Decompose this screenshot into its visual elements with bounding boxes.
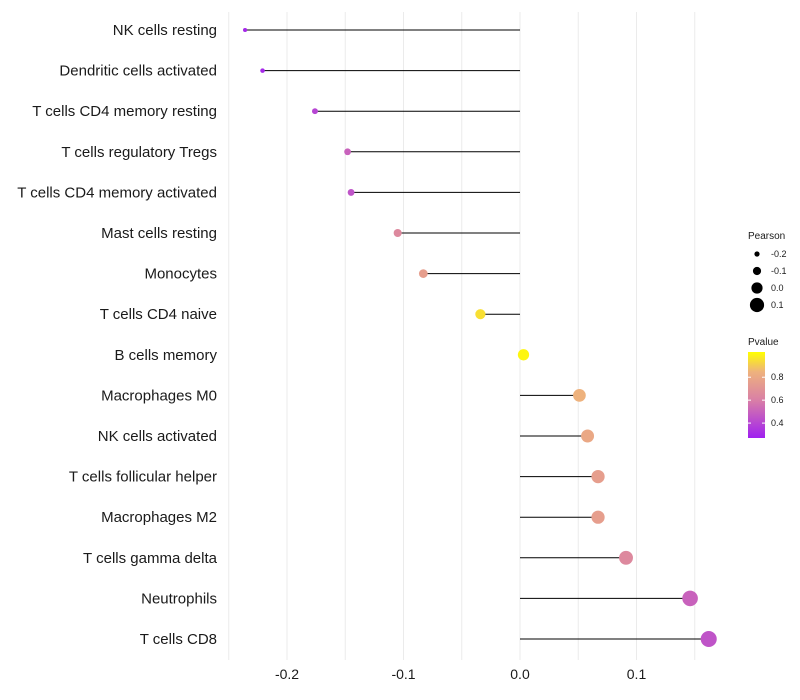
size-legend-label: -0.2 — [771, 249, 787, 259]
category-label: T cells gamma delta — [83, 550, 218, 567]
category-label: Macrophages M2 — [101, 509, 217, 526]
category-label: NK cells activated — [98, 428, 217, 445]
category-label: B cells memory — [114, 347, 217, 364]
category-label: Dendritic cells activated — [59, 63, 217, 80]
category-label: T cells regulatory Tregs — [61, 144, 217, 161]
lollipop-point — [475, 309, 486, 320]
color-legend-title: Pvalue — [748, 337, 779, 348]
category-label: NK cells resting — [113, 22, 217, 39]
size-legend-dot — [752, 266, 762, 276]
lollipop-point — [591, 470, 605, 484]
category-label: Neutrophils — [141, 590, 217, 607]
category-label: T cells CD8 — [140, 631, 217, 648]
size-legend-label: 0.0 — [771, 283, 784, 293]
size-legend-dot — [751, 282, 763, 294]
lollipop-point — [393, 228, 402, 238]
lollipop-point — [347, 188, 355, 196]
lollipop-point — [682, 590, 698, 607]
category-label: T cells follicular helper — [69, 469, 217, 486]
lollipop-point — [312, 108, 318, 115]
size-legend-dot — [749, 297, 765, 313]
category-label: T cells CD4 memory resting — [32, 103, 217, 120]
lollipop-point — [619, 550, 633, 565]
color-legend-label: 0.6 — [771, 395, 784, 405]
x-tick-label: -0.1 — [391, 666, 415, 682]
color-legend-label: 0.8 — [771, 372, 784, 382]
lollipop-point — [581, 429, 595, 443]
lollipop-point — [243, 27, 248, 33]
size-legend-label: -0.1 — [771, 266, 787, 276]
x-tick-label: 0.1 — [627, 666, 647, 682]
lollipop-point — [344, 148, 351, 156]
pvalue-colorbar — [748, 352, 765, 438]
lollipop-point — [573, 389, 586, 402]
lollipop-point — [418, 269, 428, 278]
size-legend-dot — [754, 251, 760, 257]
x-tick-label: 0.0 — [510, 666, 530, 682]
lollipop-point — [517, 349, 530, 361]
lollipop-point — [700, 630, 717, 648]
x-tick-label: -0.2 — [275, 666, 299, 682]
category-label: T cells CD4 memory activated — [17, 184, 217, 201]
color-legend-label: 0.4 — [771, 418, 784, 428]
category-label: Macrophages M0 — [101, 387, 217, 404]
category-label: Mast cells resting — [101, 225, 217, 242]
size-legend-label: 0.1 — [771, 300, 784, 310]
category-label: T cells CD4 naive — [100, 306, 217, 323]
lollipop-point — [591, 510, 605, 524]
category-label: Monocytes — [144, 266, 217, 283]
size-legend-title: Pearson — [748, 231, 785, 242]
lollipop-point — [260, 68, 265, 73]
